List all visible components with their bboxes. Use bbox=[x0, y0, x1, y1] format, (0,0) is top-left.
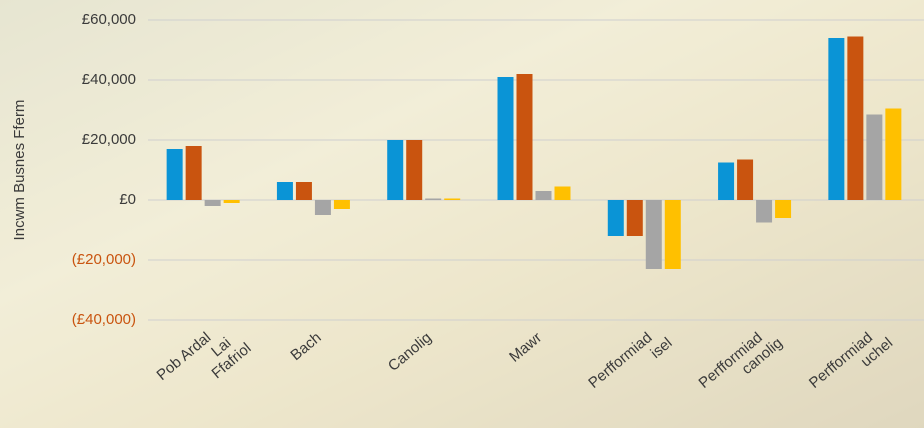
bar bbox=[387, 140, 404, 200]
bar bbox=[885, 108, 902, 200]
bar bbox=[756, 200, 773, 223]
bar bbox=[185, 146, 202, 200]
bar bbox=[626, 200, 643, 236]
bar bbox=[737, 159, 754, 200]
bar bbox=[847, 36, 864, 200]
y-tick-label: £20,000 bbox=[82, 131, 136, 148]
y-tick-label: (£20,000) bbox=[72, 251, 136, 268]
bar bbox=[866, 114, 883, 200]
bar bbox=[497, 77, 514, 200]
bar bbox=[516, 74, 533, 200]
bar bbox=[554, 186, 571, 200]
bar bbox=[718, 162, 735, 200]
bar bbox=[406, 140, 423, 200]
y-tick-label: £0 bbox=[119, 191, 136, 208]
bar bbox=[223, 200, 240, 203]
bar bbox=[166, 149, 183, 200]
bar bbox=[204, 200, 221, 206]
bar bbox=[425, 198, 442, 200]
y-tick-label: £40,000 bbox=[82, 71, 136, 88]
y-axis-title: Incwm Busnes Fferm bbox=[11, 100, 28, 241]
y-tick-label: £60,000 bbox=[82, 11, 136, 28]
bar bbox=[444, 198, 461, 200]
bar bbox=[775, 200, 792, 218]
bar bbox=[276, 182, 293, 200]
bar bbox=[645, 200, 662, 269]
bar bbox=[607, 200, 624, 236]
bar bbox=[333, 200, 350, 209]
y-tick-label: (£40,000) bbox=[72, 311, 136, 328]
bar bbox=[314, 200, 331, 215]
bar bbox=[664, 200, 681, 269]
bar bbox=[535, 191, 552, 200]
bar bbox=[295, 182, 312, 200]
bar bbox=[828, 38, 845, 200]
